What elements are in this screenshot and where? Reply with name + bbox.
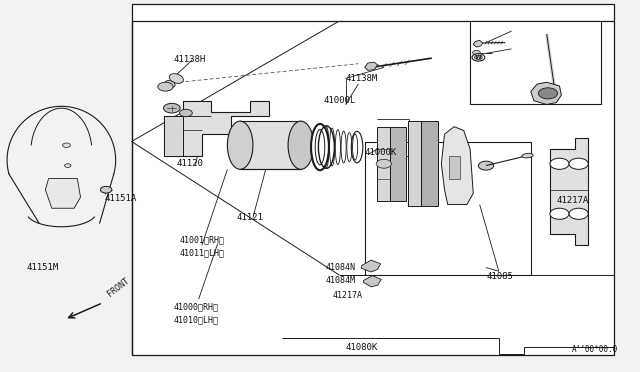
Ellipse shape (164, 81, 175, 87)
Circle shape (376, 159, 392, 168)
Polygon shape (365, 62, 378, 70)
Polygon shape (550, 138, 588, 245)
Circle shape (164, 103, 180, 113)
Ellipse shape (227, 121, 253, 169)
Polygon shape (378, 127, 390, 201)
Text: 41085: 41085 (486, 272, 513, 281)
Polygon shape (364, 276, 381, 287)
Polygon shape (531, 82, 561, 105)
Text: ç08915-2401A: ç08915-2401A (486, 44, 546, 53)
Text: W: W (475, 55, 482, 60)
Circle shape (569, 208, 588, 219)
Text: 41217A: 41217A (333, 291, 363, 300)
Circle shape (538, 88, 557, 99)
Circle shape (478, 161, 493, 170)
Polygon shape (449, 156, 461, 179)
Circle shape (550, 158, 569, 169)
Text: 41084M: 41084M (325, 276, 355, 285)
Text: 41000〈RH〉: 41000〈RH〉 (173, 302, 218, 311)
Circle shape (474, 55, 482, 60)
Ellipse shape (288, 121, 314, 169)
Text: 41151A: 41151A (105, 195, 137, 203)
Polygon shape (421, 121, 438, 206)
Text: 41080K: 41080K (346, 343, 378, 352)
Polygon shape (390, 127, 406, 201)
Circle shape (179, 109, 192, 117)
Circle shape (569, 158, 588, 169)
Circle shape (65, 164, 71, 167)
Text: 41000L: 41000L (323, 96, 355, 105)
Polygon shape (408, 121, 421, 206)
Bar (470, 21, 601, 105)
Text: 41001〈RH〉: 41001〈RH〉 (179, 235, 225, 244)
Text: 41120: 41120 (176, 159, 203, 168)
Text: (4): (4) (505, 57, 520, 66)
Circle shape (158, 82, 173, 91)
Text: 41151M: 41151M (26, 263, 58, 272)
Text: 41217A: 41217A (556, 196, 589, 205)
Polygon shape (164, 101, 269, 156)
Polygon shape (473, 40, 483, 47)
Circle shape (550, 208, 569, 219)
Bar (132, 4, 614, 355)
Ellipse shape (522, 153, 533, 158)
Ellipse shape (347, 133, 352, 161)
Ellipse shape (330, 128, 335, 166)
Text: 41138H: 41138H (173, 55, 205, 64)
Text: 41138M: 41138M (346, 74, 378, 83)
Bar (240, 121, 301, 169)
Ellipse shape (316, 129, 324, 165)
Text: 41010〈LH〉: 41010〈LH〉 (173, 315, 218, 324)
Text: A’’00*00.0: A’’00*00.0 (572, 344, 618, 353)
Circle shape (472, 50, 480, 55)
Ellipse shape (341, 131, 346, 163)
Circle shape (63, 143, 70, 147)
Text: 41000K: 41000K (365, 148, 397, 157)
Ellipse shape (353, 134, 358, 160)
Polygon shape (45, 179, 81, 208)
Ellipse shape (324, 127, 329, 167)
Text: 41000A: 41000A (486, 26, 518, 35)
Ellipse shape (311, 124, 329, 170)
Polygon shape (442, 127, 473, 205)
Bar (365, 141, 531, 275)
Circle shape (100, 186, 112, 193)
Text: FRONT: FRONT (106, 276, 131, 299)
Ellipse shape (335, 130, 340, 164)
Text: 41011〈LH〉: 41011〈LH〉 (179, 248, 225, 257)
Text: 41084N: 41084N (325, 263, 355, 272)
Polygon shape (362, 260, 381, 272)
Ellipse shape (169, 74, 184, 83)
Polygon shape (164, 116, 182, 156)
Circle shape (472, 54, 484, 61)
Text: 41121: 41121 (237, 213, 264, 222)
